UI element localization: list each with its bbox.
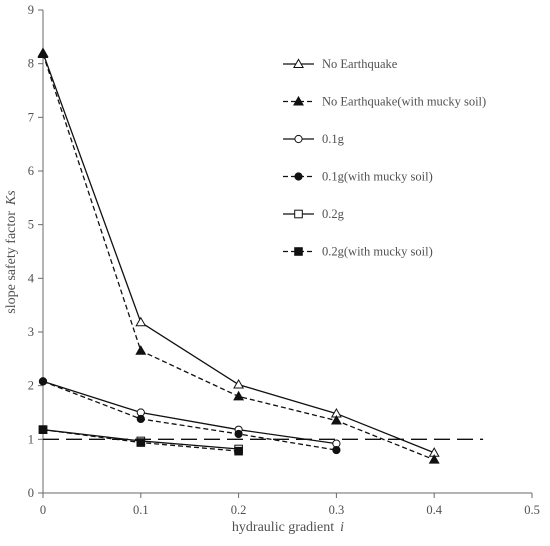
- legend-label: 0.2g(with mucky soil): [322, 245, 433, 259]
- x-tick-label: 0.3: [329, 503, 345, 517]
- data-point-triangle: [330, 414, 342, 425]
- legend-label: 0.1g(with mucky soil): [322, 170, 433, 184]
- data-point-square: [38, 425, 48, 434]
- legend-item: 0.1g: [283, 132, 345, 146]
- legend-label: No Earthquake(with mucky soil): [322, 95, 486, 109]
- series-line: [42, 380, 337, 451]
- legend-label: 0.1g: [322, 132, 345, 146]
- series-group: [37, 47, 440, 464]
- legend-item: No Earthquake(with mucky soil): [283, 95, 486, 109]
- y-tick-label: 5: [28, 218, 34, 232]
- y-tick-label: 8: [28, 57, 34, 71]
- y-tick-label: 2: [28, 379, 34, 393]
- x-axis-label-symbol: i: [340, 520, 344, 535]
- legend-item: No Earthquake: [283, 57, 398, 71]
- data-point-circle: [38, 377, 48, 386]
- data-point-square: [234, 446, 243, 456]
- data-point-circle: [294, 172, 303, 181]
- data-point-triangle: [135, 345, 147, 355]
- series-5: [38, 425, 243, 456]
- legend: No Earthquake No Earthquake(with mucky so…: [283, 57, 486, 259]
- y-axis-label: slope safety factor Ks: [4, 190, 19, 314]
- y-tick-label: 7: [28, 110, 34, 124]
- data-point-triangle: [293, 95, 304, 106]
- y-axis-label-text: slope safety factor: [4, 211, 19, 314]
- x-axis-label: hydraulic gradient i: [232, 520, 344, 535]
- data-point-triangle: [135, 316, 147, 327]
- data-point-circle: [234, 429, 243, 439]
- data-point-square: [294, 247, 303, 256]
- legend-label: No Earthquake: [322, 57, 398, 71]
- data-point-circle: [136, 414, 145, 424]
- y-tick-label: 0: [28, 486, 34, 500]
- x-tick-label: 0: [40, 503, 46, 517]
- x-tick-label: 0.1: [133, 503, 149, 517]
- data-point-circle: [294, 134, 303, 144]
- legend-item: 0.2g(with mucky soil): [283, 245, 433, 259]
- axes: [42, 10, 532, 494]
- data-point-square: [294, 209, 303, 219]
- series-1: [37, 48, 440, 464]
- data-point-circle: [332, 445, 341, 455]
- y-tick-label: 4: [28, 271, 35, 285]
- x-tick-label: 0.4: [426, 503, 442, 517]
- y-tick-label: 9: [28, 3, 34, 17]
- data-point-triangle: [428, 454, 440, 464]
- x-axis-label-text: hydraulic gradient: [232, 520, 334, 535]
- data-point-square: [136, 438, 146, 447]
- data-point-triangle: [293, 58, 304, 68]
- series-2: [38, 377, 341, 448]
- y-tick-label: 1: [28, 432, 34, 446]
- y-axis-label-symbol: Ks: [4, 190, 19, 206]
- data-point-triangle: [233, 390, 245, 401]
- legend-item: 0.1g(with mucky soil): [283, 170, 433, 184]
- data-point-triangle: [37, 48, 49, 58]
- data-point-triangle: [233, 378, 245, 389]
- x-ticks: 0 0.1 0.2 0.3 0.4 0.5: [40, 493, 540, 517]
- y-tick-label: 6: [28, 164, 34, 178]
- series-line: [42, 380, 337, 445]
- y-ticks: 0 1 2 3 4 5 6 7 8 9: [28, 3, 43, 500]
- legend-label: 0.2g: [322, 207, 345, 221]
- x-tick-label: 0.5: [524, 503, 540, 517]
- y-tick-label: 3: [28, 325, 34, 339]
- x-tick-label: 0.2: [231, 503, 247, 517]
- legend-item: 0.2g: [283, 207, 345, 221]
- series-3: [38, 377, 341, 455]
